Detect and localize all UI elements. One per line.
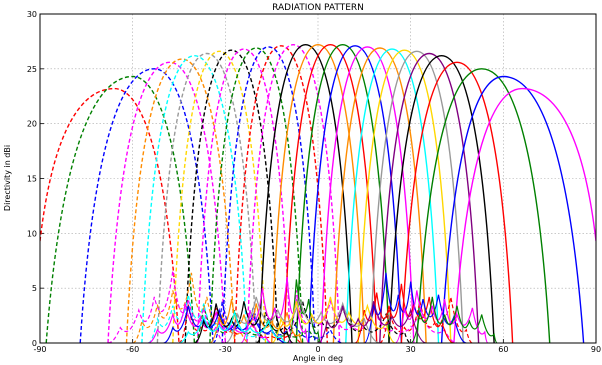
main-beam-4: [107, 61, 226, 343]
main-beam-12: [221, 46, 316, 343]
sidelobe-series-19: [410, 296, 498, 343]
main-beam-16: [271, 43, 365, 343]
main-beam-25: [379, 52, 480, 343]
x-tick-label: -30: [219, 345, 232, 354]
main-beam-9: [184, 49, 279, 343]
x-tick-label: 90: [591, 345, 601, 354]
series-lines: [40, 43, 596, 343]
y-tick-label: 10: [27, 229, 37, 238]
sidelobe-series-5: [132, 272, 251, 343]
y-axis-title: Directivity in dBi: [3, 145, 12, 211]
grid-lines: [40, 14, 596, 343]
sidelobe-series-13: [209, 299, 303, 343]
y-tick-label: 30: [27, 10, 37, 19]
y-tick-label: 5: [32, 284, 37, 293]
y-tick-label: 0: [32, 339, 37, 348]
x-tick-label: 30: [406, 345, 416, 354]
main-beam-6: [141, 54, 248, 343]
main-beam-14: [246, 43, 341, 343]
main-beam-2: [45, 75, 196, 343]
main-beam-3: [79, 68, 214, 343]
sidelobe-series-12: [194, 301, 294, 343]
main-beam-26: [388, 54, 495, 343]
main-beam-20: [320, 46, 415, 343]
main-beam-18: [295, 43, 390, 343]
chart-title: RADIATION PATTERN: [272, 3, 364, 13]
main-beam-23: [357, 49, 452, 343]
y-tick-label: 20: [27, 120, 37, 129]
x-tick-label: -60: [126, 345, 139, 354]
main-beam-27: [400, 61, 514, 343]
sidelobe-series-9: [379, 296, 473, 343]
main-beam-5: [125, 58, 236, 343]
x-axis-ticks: -90 -60 -30 0 30 60 90: [33, 339, 601, 354]
main-beam-8: [172, 50, 267, 343]
sidelobe-series-6: [147, 294, 272, 343]
sidelobe-series-8: [286, 290, 458, 343]
main-beam-15: [258, 43, 353, 343]
main-beam-22: [345, 48, 440, 343]
main-beam-13: [233, 45, 328, 343]
main-beam-28: [416, 68, 551, 343]
y-tick-label: 15: [27, 175, 37, 184]
x-tick-label: 0: [315, 345, 320, 354]
main-beam-29: [440, 75, 585, 343]
main-beam-30: [453, 87, 596, 343]
x-axis-title: Angle in deg: [293, 354, 343, 363]
x-tick-label: -90: [33, 345, 46, 354]
main-beam-24: [369, 50, 464, 343]
main-beam-17: [283, 43, 378, 343]
plot-frame: [39, 13, 597, 344]
sidelobe-series-11: [163, 305, 288, 343]
sidelobe-series-2: [194, 304, 325, 343]
x-tick-label: 60: [498, 345, 508, 354]
sidelobe-series-23: [317, 301, 427, 343]
sidelobe-series-22: [178, 310, 288, 343]
sidelobe-series-20: [225, 296, 380, 343]
y-tick-label: 25: [27, 65, 37, 74]
sidelobe-series-14: [240, 277, 309, 343]
sidelobe-series-21: [271, 296, 396, 343]
